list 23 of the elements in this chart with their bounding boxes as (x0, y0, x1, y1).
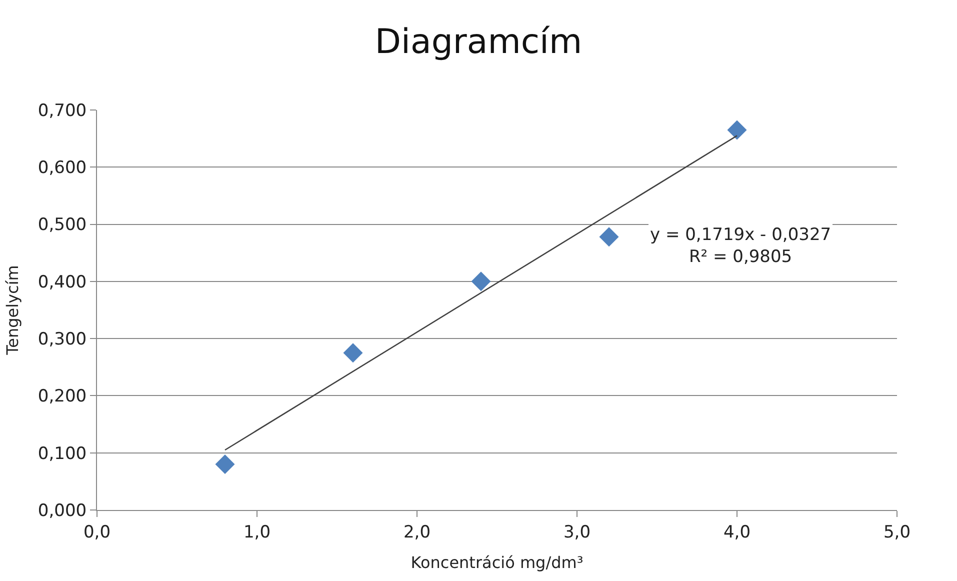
point (727, 120, 747, 140)
y-tick-label: 0,400 (38, 272, 87, 292)
x-tick-label: 0,0 (83, 522, 111, 542)
x-tick-label: 4,0 (723, 522, 751, 542)
y-tick-label: 0,300 (38, 330, 87, 350)
x-tick-label: 2,0 (403, 522, 431, 542)
y-tick-label: 0,700 (38, 100, 87, 121)
y-tick-label: 0,200 (38, 386, 87, 407)
chart-title: Diagramcím (374, 22, 582, 62)
x-tick-label: 3,0 (563, 522, 591, 542)
y-tick-label: 0,500 (38, 215, 87, 236)
x-tick-label: 5,0 (883, 522, 911, 542)
y-tick-label: 0,600 (38, 158, 87, 178)
point (599, 227, 619, 247)
x-tick-label: 1,0 (243, 522, 271, 542)
y-tick-label: 0,000 (38, 500, 87, 521)
annotation: y = 0,1719x - 0,0327 R² = 0,9805 (650, 225, 832, 268)
point (343, 343, 363, 363)
y-tick-label: 0,100 (38, 444, 87, 464)
point (215, 454, 235, 474)
point (471, 272, 491, 292)
x-axis-title: Koncentráció mg/dm³ (410, 553, 584, 572)
y-axis-title: Tengelycím (2, 265, 22, 356)
